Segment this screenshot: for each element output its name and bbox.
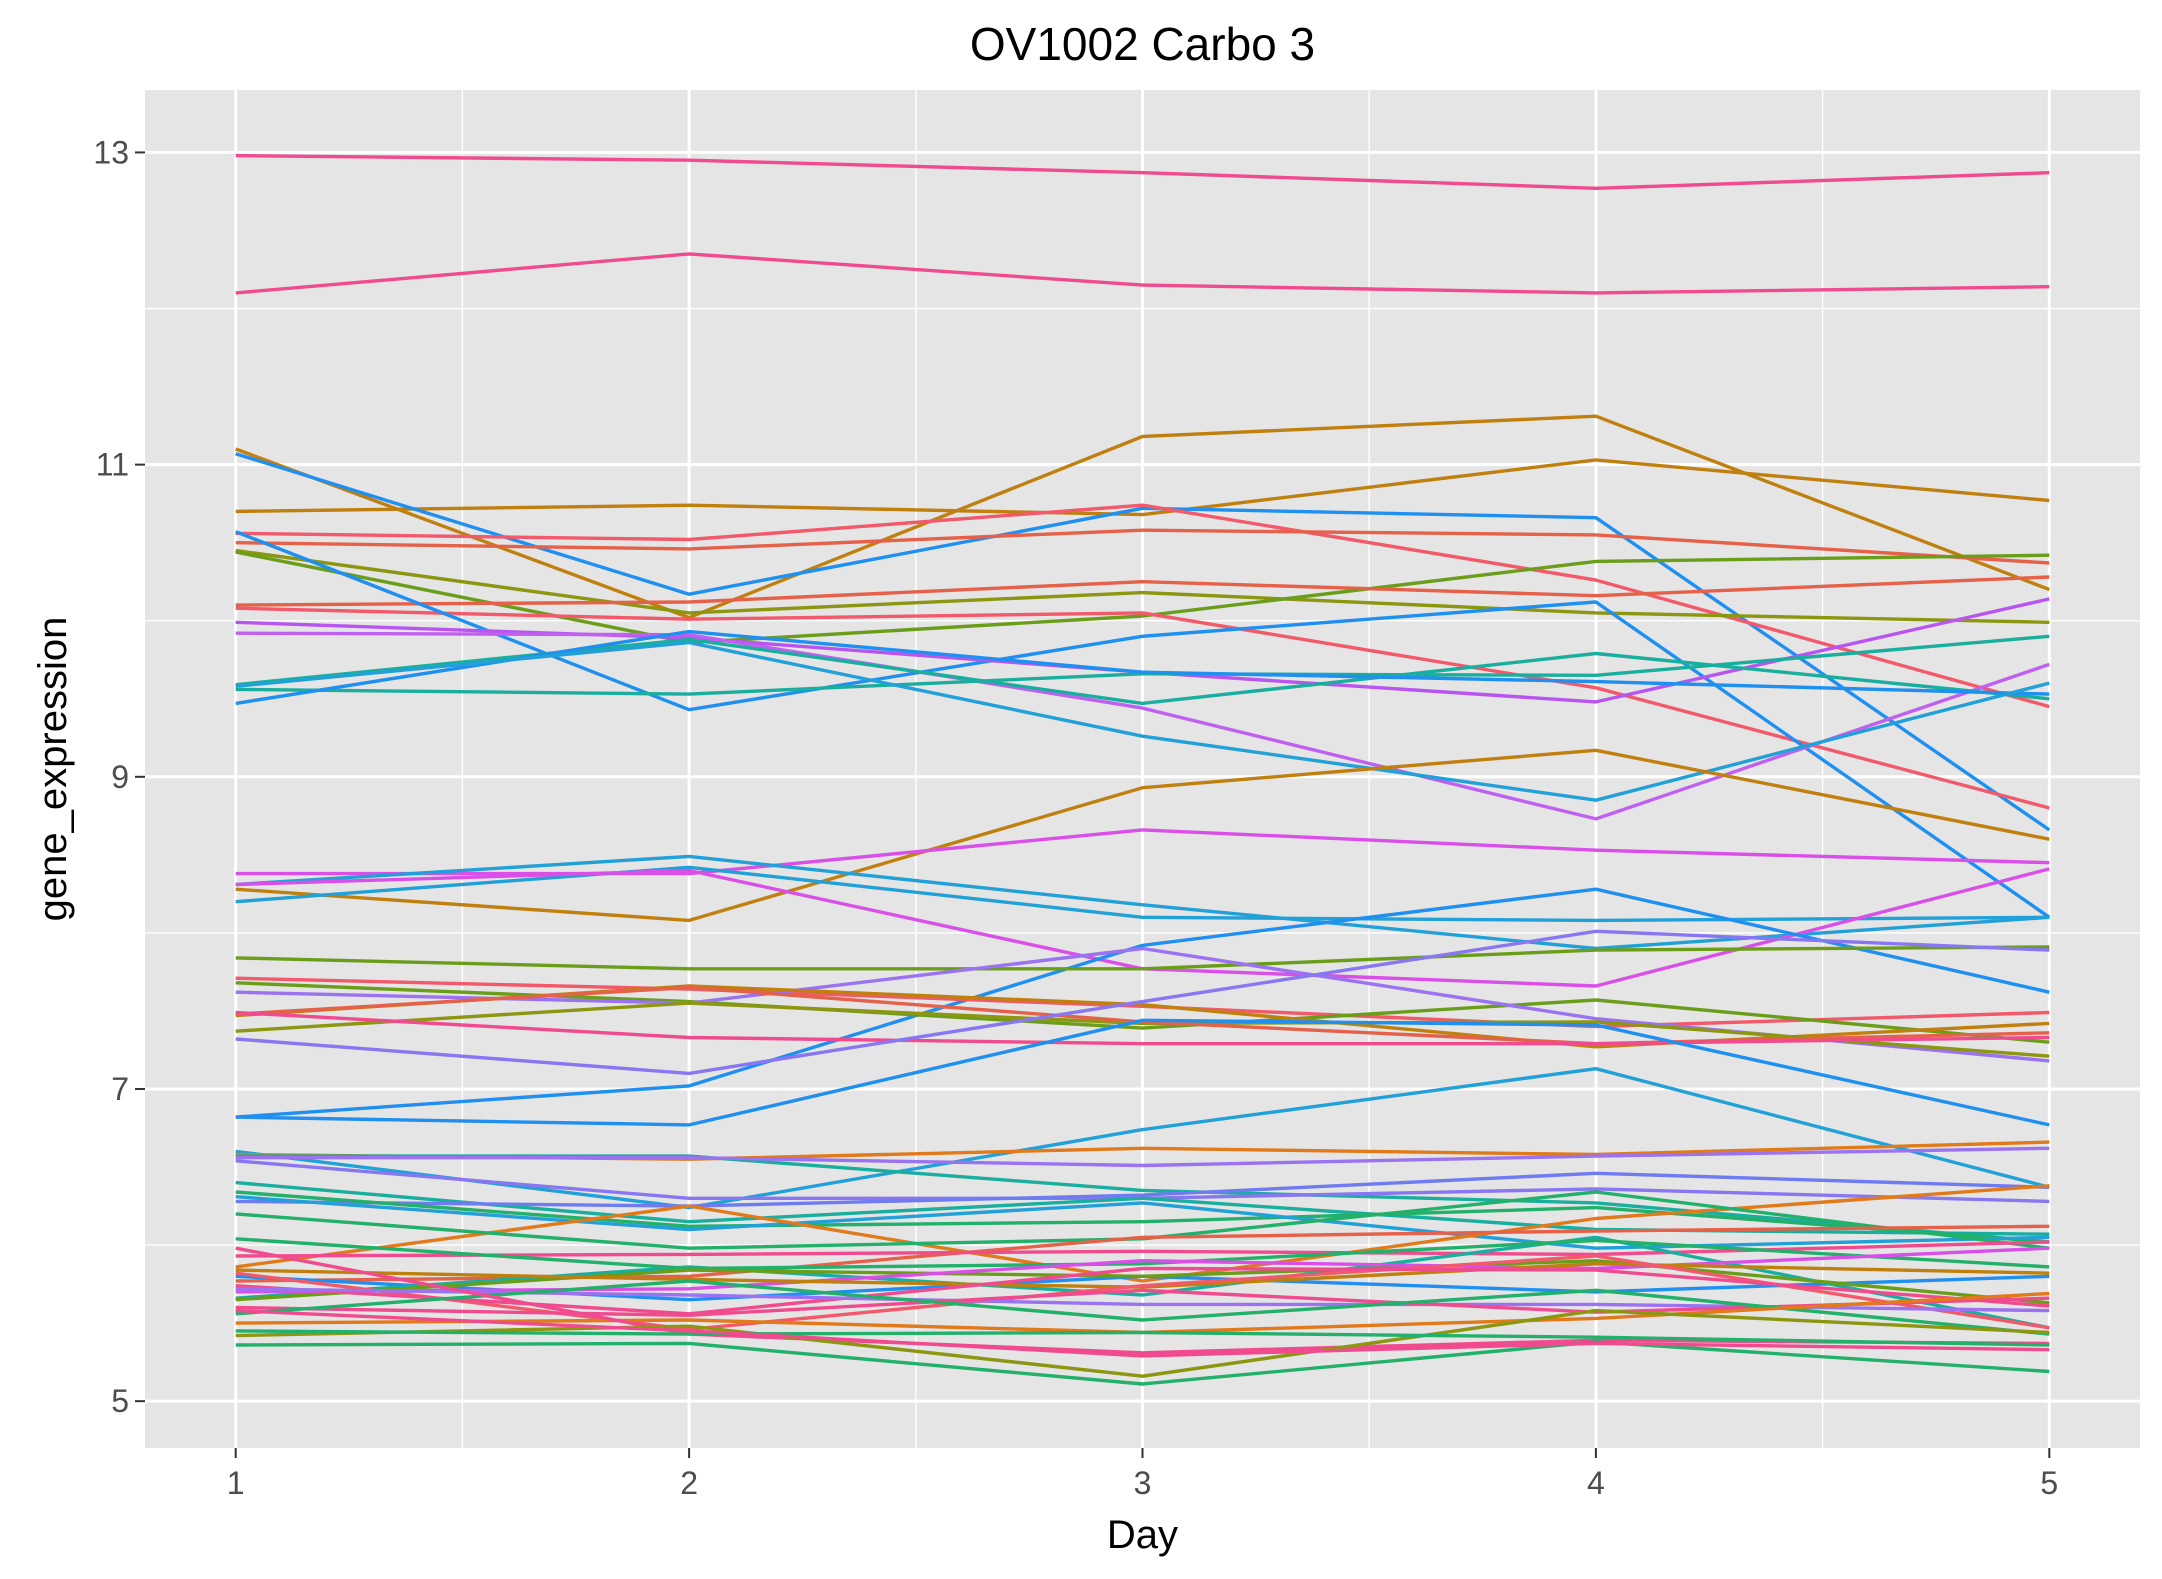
y-axis: 5 7 9 11 13 [93,134,145,1419]
series-line-34 [235,1018,2050,1127]
series-line-19 [235,748,2050,923]
series-line-11 [235,606,2050,810]
series-line-42 [235,1190,2050,1244]
series-line-32 [235,1010,2050,1046]
series-line-6 [235,503,2050,709]
x-axis: 1 2 3 4 5 [227,1448,2058,1501]
series-line-41 [235,1171,2050,1208]
series-line-62 [235,1329,2050,1347]
series-line-9 [235,550,2050,645]
series-line-25 [235,945,2050,971]
series-line-12 [235,530,2051,919]
y-tick-label: 9 [111,759,129,795]
y-tick-label: 7 [111,1071,129,1107]
series-line-63 [235,1340,2050,1386]
series-line-52 [235,1246,2050,1294]
series-line-8 [235,548,2050,624]
series-line-22 [235,865,2050,923]
x-tick-label: 3 [1134,1465,1152,1501]
series-line-38 [235,1146,2050,1168]
series-line-4 [235,458,2050,517]
series-line-10 [235,575,2050,607]
x-axis-title: Day [1107,1513,1178,1557]
series-line-18 [235,640,2050,802]
series-line-54 [235,1254,2050,1332]
y-tick-label: 11 [96,447,129,483]
y-tick-label: 13 [93,134,129,170]
series-line-58 [235,1279,2050,1336]
series-line-61 [235,1308,2050,1378]
y-tick-label: 5 [111,1383,129,1419]
series-line-14 [235,631,2050,821]
chart-title: OV1002 Carbo 3 [970,18,1315,70]
series-line-44 [235,1184,2050,1283]
x-tick-label: 2 [680,1465,698,1501]
series-line-43 [235,1195,2050,1250]
series-line-57 [235,1288,2050,1318]
series-line-51 [235,1258,2050,1305]
x-tick-label: 5 [2040,1465,2058,1501]
series-line-2 [235,252,2050,295]
series-line-7 [235,528,2050,565]
series-line-33 [235,929,2050,1076]
y-axis-title: gene_expression [31,617,75,922]
x-tick-label: 1 [227,1465,245,1501]
series-line-35 [235,1066,2050,1210]
x-tick-label: 4 [1587,1465,1605,1501]
major-gridlines [145,90,2140,1448]
series-line-1 [235,153,2050,191]
series-line-64 [235,1308,2050,1358]
series-lines [235,153,2051,1386]
series-line-24 [235,887,2050,1119]
series-line-50 [235,1237,2050,1271]
